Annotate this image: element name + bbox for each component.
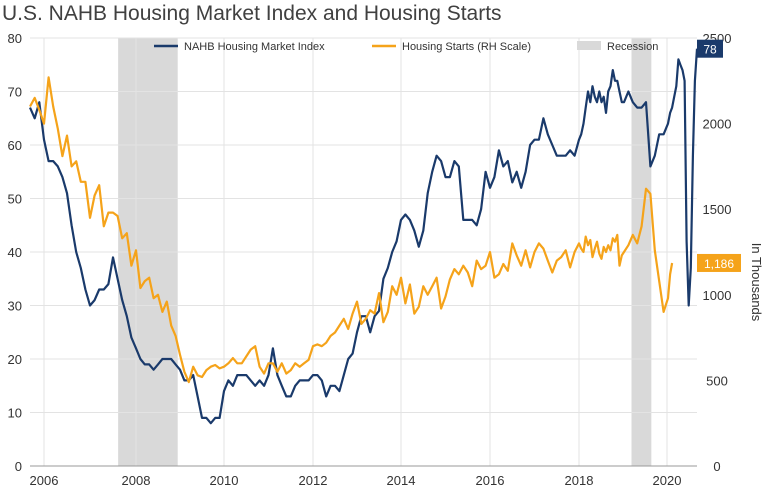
x-tick-label: 2018: [565, 473, 594, 488]
y-left-tick-label: 50: [8, 192, 22, 207]
y-right-tick-label: 1000: [703, 288, 732, 303]
x-tick-label: 2008: [122, 473, 151, 488]
y-left-tick-label: 10: [8, 406, 22, 421]
nahb-last-value-badge: [697, 39, 723, 58]
x-tick-label: 2020: [653, 473, 682, 488]
y-right-tick-label: 500: [706, 373, 728, 388]
legend: NAHB Housing Market Index Housing Starts …: [154, 41, 658, 53]
legend-nahb-label: NAHB Housing Market Index: [184, 41, 325, 53]
y-right-tick-label: 2000: [703, 117, 732, 132]
legend-recession-swatch: [577, 41, 601, 50]
housing-starts-last-value-label: 1,186: [704, 257, 734, 271]
x-tick-label: 2016: [476, 473, 505, 488]
y-left-tick-label: 0: [15, 459, 22, 474]
chart-title: U.S. NAHB Housing Market Index and Housi…: [2, 2, 502, 25]
legend-housing-starts-label: Housing Starts (RH Scale): [402, 41, 531, 53]
y-left-tick-label: 80: [8, 31, 22, 46]
x-tick-label: 2012: [299, 473, 328, 488]
y-right-axis-label: In Thousands: [749, 243, 764, 322]
x-tick-label: 2006: [30, 473, 59, 488]
y-left-tick-label: 30: [8, 299, 22, 314]
nahb-last-value-label: 78: [703, 43, 717, 57]
x-tick-label: 2014: [387, 473, 416, 488]
nahb-index-line: [28, 48, 699, 425]
last-value-badges: 78 1,186: [697, 39, 741, 272]
legend-recession-label: Recession: [607, 41, 658, 53]
axes: 0102030405060708005001000150020002500200…: [8, 31, 732, 488]
y-right-tick-label: 1500: [703, 202, 732, 217]
y-left-tick-label: 60: [8, 138, 22, 153]
y-left-tick-label: 70: [8, 85, 22, 100]
housing-starts-line: [29, 76, 674, 384]
series-lines: [28, 48, 699, 425]
y-left-tick-label: 40: [8, 245, 22, 260]
y-right-tick-label: 0: [713, 459, 720, 474]
housing-starts-last-value-badge: [697, 253, 741, 272]
x-tick-label: 2010: [210, 473, 239, 488]
y-left-tick-label: 20: [8, 352, 22, 367]
